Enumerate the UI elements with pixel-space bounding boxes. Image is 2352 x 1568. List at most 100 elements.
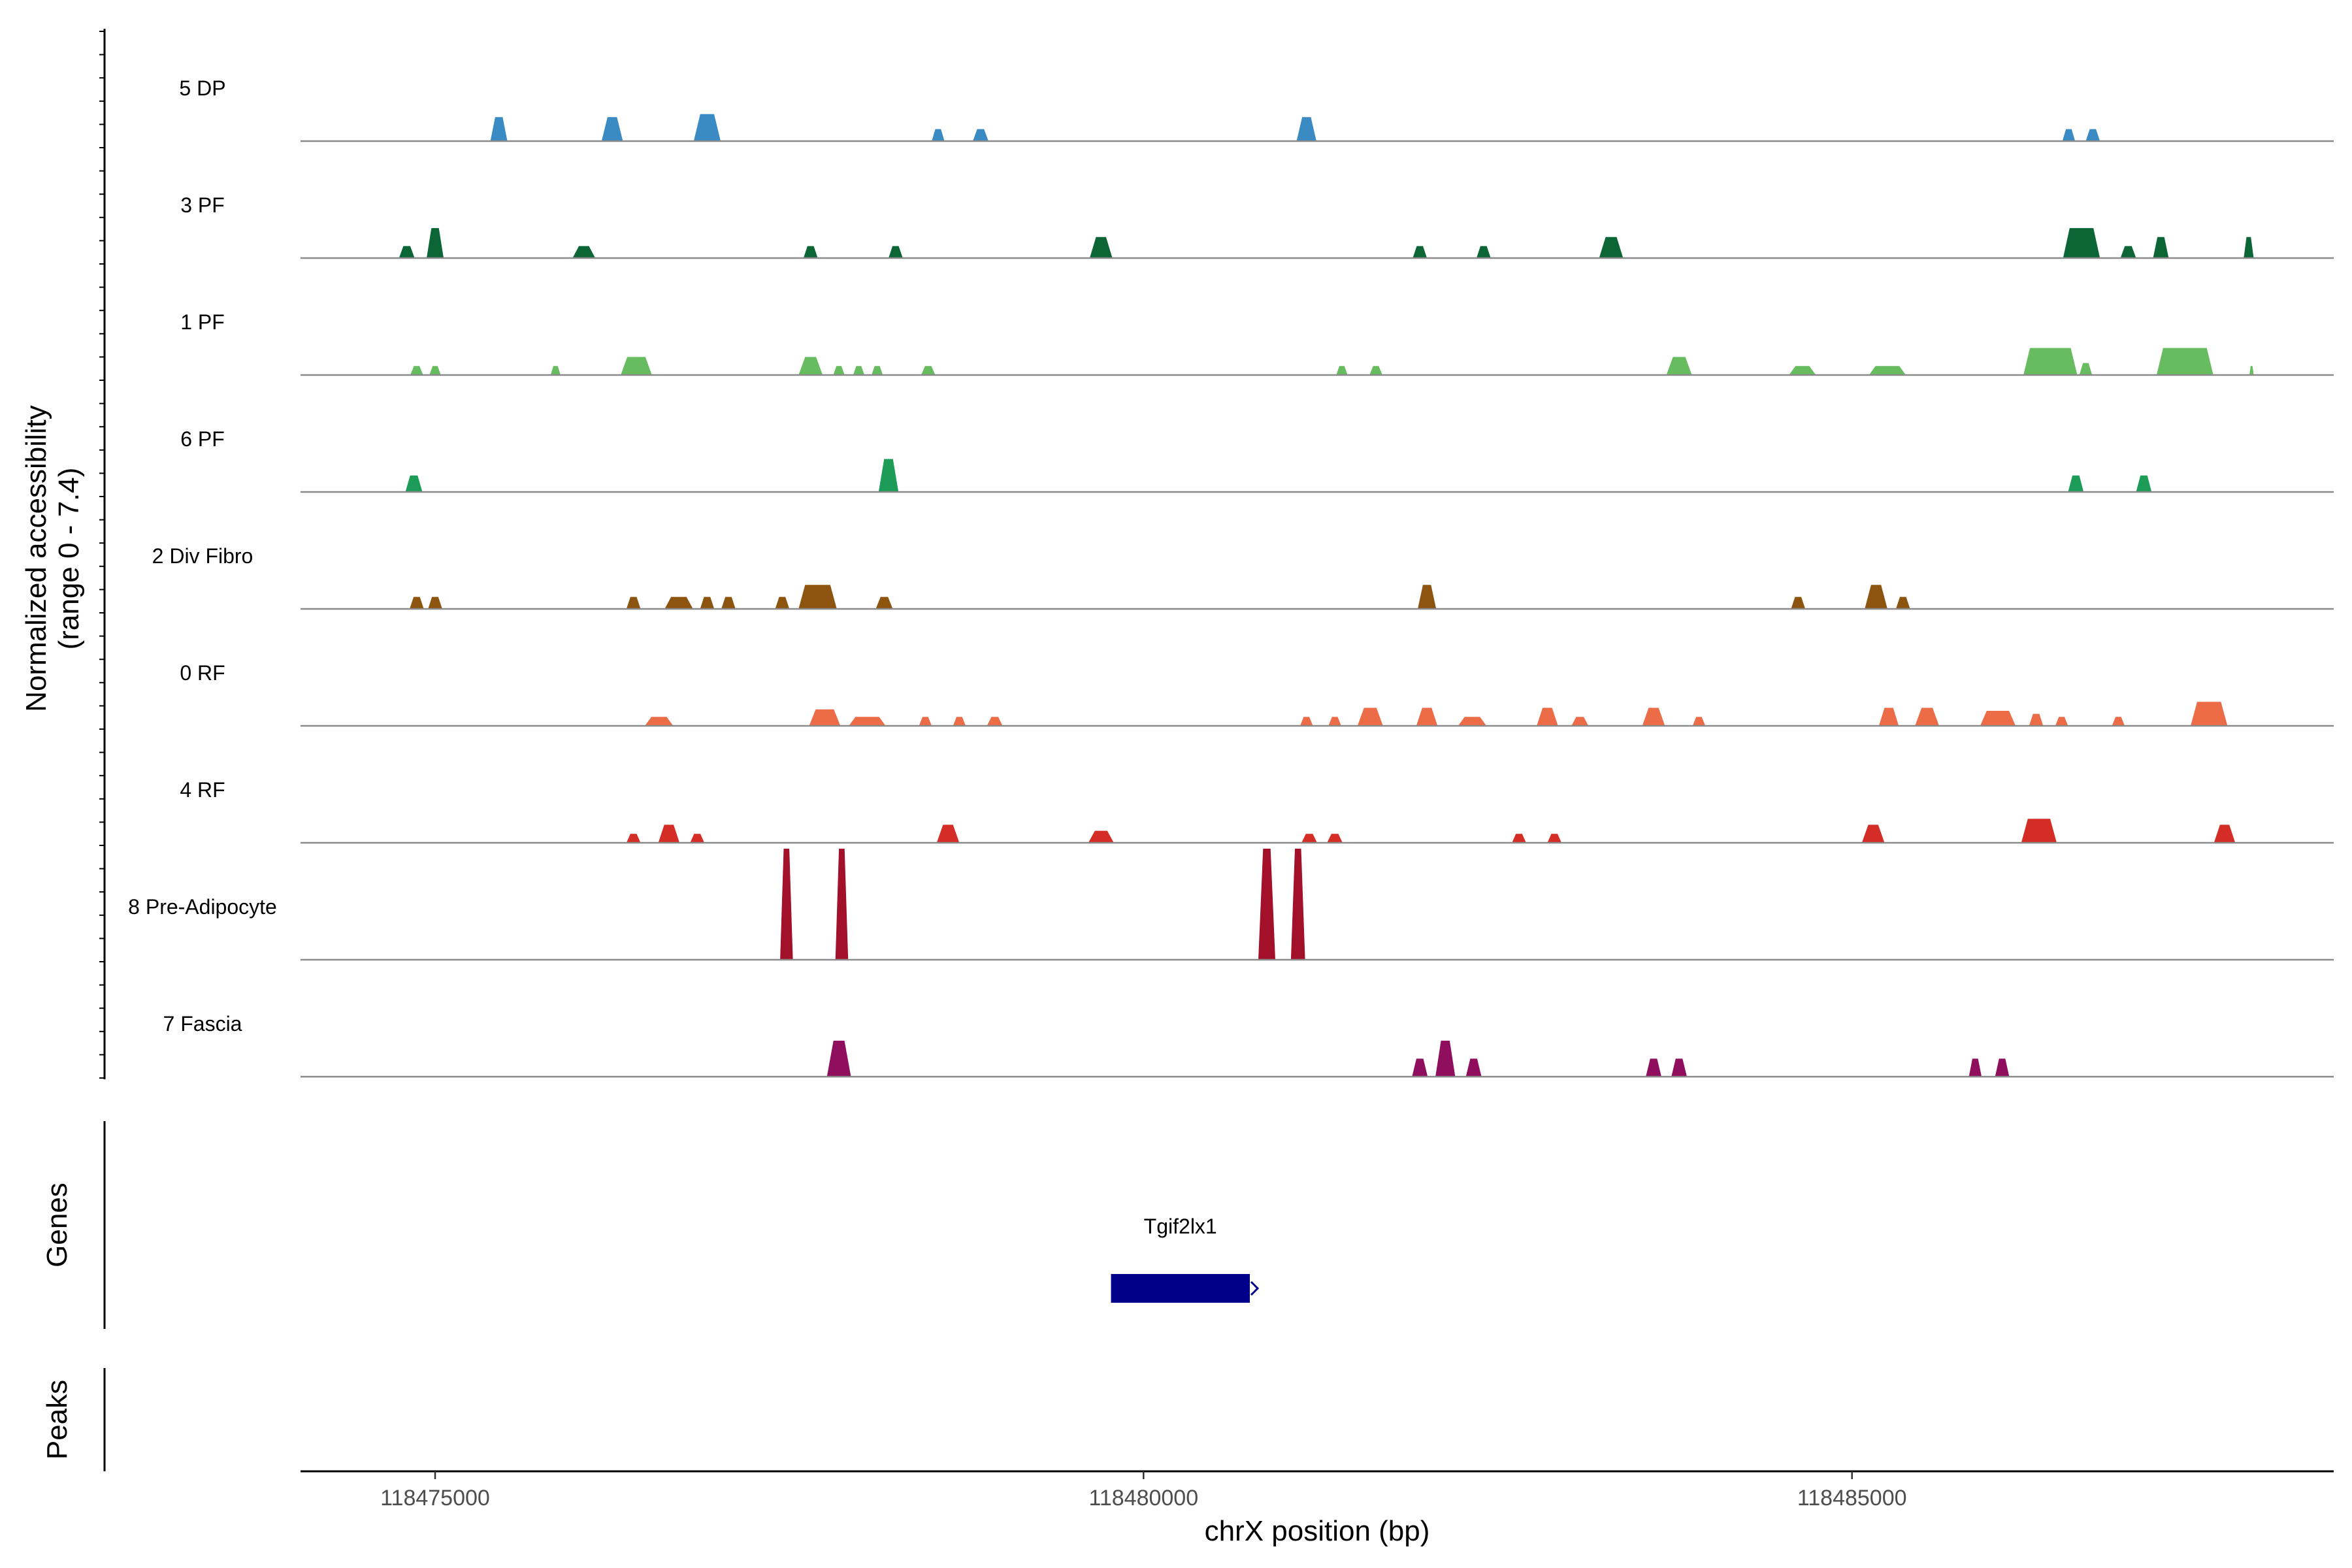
coverage-peak [780,849,793,960]
coverage-peak [2021,819,2057,843]
coverage-peak [889,246,903,258]
coverage-peak [826,1040,851,1077]
coverage-peak [2079,363,2093,375]
coverage-peak [427,228,444,258]
gene-tgif2lx1: Tgif2lx1 [1111,1215,1260,1303]
coverage-peak [1861,825,1885,843]
coverage-peak [932,129,945,141]
coverage-peak [1412,1058,1428,1077]
coverage-peak [1258,849,1275,960]
coverage-peak [700,596,715,609]
coverage-peak [1537,708,1558,726]
coverage-peak [936,825,960,843]
coverage-peak [621,357,652,375]
track-2-div-fibro: 2 Div Fibro [152,544,2334,610]
x-tick-label: 118485000 [1797,1486,1907,1511]
coverage-peak [1477,246,1491,258]
coverage-peak [2153,237,2169,258]
coverage-peak [1088,830,1114,843]
coverage-peak [693,114,721,141]
coverage-peak [809,709,841,726]
coverage-peak [833,366,845,375]
coverage-peak [1915,708,1939,726]
coverage-peak [626,834,641,843]
coverage-peak [550,366,561,375]
coverage-tracks: 5 DP 3 PF 1 PF 6 PF 2 Div Fibro 0 RF 4 RF 8 Pre… [128,76,2334,1078]
y-axis-title-line-2: (range 0 - 7.4) [53,468,85,650]
coverage-peak [803,246,818,258]
coverage-peak [2063,228,2100,258]
coverage-peak [1089,237,1113,258]
track-label: 8 Pre-Adipocyte [128,895,277,919]
coverage-peak [1878,708,1899,726]
coverage-peak [2244,237,2254,258]
track-1-pf: 1 PF [180,310,2334,376]
coverage-peak [1296,117,1316,141]
coverage-peak [798,357,823,375]
coverage-peak [878,459,899,492]
y-axis-title-line-1: Normalized accessibility [20,405,52,711]
coverage-peak [1995,1058,2010,1077]
coverage-peak [410,366,423,375]
coverage-peak [1671,1058,1687,1077]
coverage-peak [973,129,988,141]
coverage-peak [919,717,932,726]
coverage-peak [490,117,508,141]
genes-track-label: Genes [41,1183,73,1267]
coverage-peak [798,585,837,609]
coverage-peak [1599,237,1624,258]
coverage-peak [1791,596,1806,609]
track-8-pre-adipocyte: 8 Pre-Adipocyte [128,849,2334,961]
coverage-peak [645,717,674,726]
track-label: 4 RF [180,778,225,802]
coverage-peak [601,117,623,141]
coverage-peak [2112,717,2125,726]
coverage-peak [572,246,596,258]
x-axis-ticks: 118475000 118480000 118485000 [380,1471,1907,1511]
coverage-peak [1789,366,1816,375]
coverage-peak [429,366,441,375]
coverage-peak [2023,348,2078,375]
track-5-dp: 5 DP [179,76,2334,142]
coverage-peak [921,366,936,375]
coverage-peak [1369,366,1382,375]
track-label: 3 PF [180,193,225,217]
coverage-peak [1435,1040,1456,1077]
gene-name: Tgif2lx1 [1144,1215,1217,1238]
coverage-peak [399,246,415,258]
track-label: 7 Fascia [163,1012,242,1036]
coverage-peak [690,834,705,843]
coverage-peak [872,366,883,375]
coverage-peak [1547,834,1562,843]
peaks-track-label: Peaks [41,1380,73,1460]
track-label: 5 DP [179,76,225,100]
genes-track: Tgif2lx1 [1111,1215,1260,1303]
coverage-peak [428,596,442,609]
coverage-peak [2029,713,2044,726]
x-axis-title: chrX position (bp) [1205,1515,1430,1547]
coverage-peak [1416,708,1438,726]
coverage-peak [1300,717,1313,726]
track-3-pf: 3 PF [180,193,2334,259]
coverage-peak [1571,717,1589,726]
coverage-peak [1336,366,1348,375]
track-7-fascia: 7 Fascia [163,1012,2334,1078]
coverage-peak [1357,708,1383,726]
coverage-peak [2068,475,2084,492]
coverage-peak [835,849,849,960]
coverage-peak [658,825,680,843]
strand-arrow [1250,1281,1260,1296]
coverage-peak [410,596,424,609]
x-tick-label: 118475000 [380,1486,490,1511]
coverage-peak [1968,1058,1982,1077]
coverage-y-axis-title: Normalized accessibility (range 0 - 7.4) [20,405,85,711]
coverage-peak [1301,834,1317,843]
track-label: 0 RF [180,661,225,685]
coverage-peak [2085,129,2100,141]
coverage-peak [775,596,790,609]
x-tick-label: 118480000 [1088,1486,1198,1511]
track-label: 6 PF [180,427,225,451]
coverage-peak [987,717,1003,726]
track-label: 2 Div Fibro [152,544,253,568]
